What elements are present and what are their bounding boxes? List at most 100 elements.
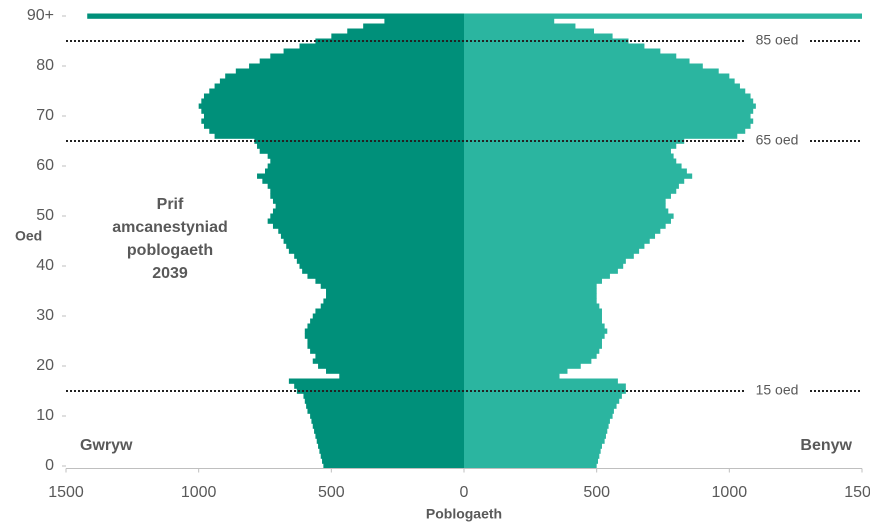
bar [267, 218, 464, 224]
bar [278, 228, 464, 234]
bar [464, 228, 661, 234]
bar [307, 343, 464, 349]
bar [272, 208, 464, 214]
bar [275, 203, 464, 209]
bar [464, 283, 597, 289]
bar [288, 248, 464, 254]
bar [214, 83, 464, 89]
bar [270, 158, 464, 164]
bar [464, 83, 740, 89]
bar [464, 193, 671, 199]
bar [259, 148, 464, 154]
bar [464, 53, 677, 59]
bar [464, 378, 618, 384]
bar [464, 258, 626, 264]
bar [464, 178, 685, 184]
bar [464, 103, 756, 109]
x-tick-label: 0 [460, 484, 469, 501]
bar [299, 43, 464, 49]
bar [464, 343, 602, 349]
bar [267, 153, 464, 159]
bar [203, 123, 464, 129]
bar [209, 88, 464, 94]
bar [315, 278, 464, 284]
bar [464, 58, 690, 64]
bar [464, 23, 576, 29]
bar [201, 118, 464, 124]
bar [219, 78, 464, 84]
bar [270, 188, 464, 194]
bar [464, 428, 608, 434]
bar [464, 188, 677, 194]
bar [320, 283, 464, 289]
bar [464, 133, 738, 139]
bar [464, 403, 617, 409]
reference-label: 65 oed [756, 132, 799, 148]
bar [201, 108, 464, 114]
bar [464, 13, 862, 19]
bar [312, 358, 464, 364]
bar [283, 48, 464, 54]
bar [320, 303, 464, 309]
bar [464, 458, 598, 464]
bar [464, 163, 682, 169]
bar [464, 408, 614, 414]
y-tick-label: 20 [36, 357, 54, 374]
bar [286, 243, 464, 249]
bar [464, 33, 613, 39]
bar [464, 113, 751, 119]
bar [203, 113, 464, 119]
bar [203, 93, 464, 99]
bar [257, 173, 464, 179]
bar [464, 208, 669, 214]
bar [464, 448, 601, 454]
y-tick-label: 60 [36, 157, 54, 174]
bar [464, 388, 626, 394]
bar [320, 453, 464, 459]
bar [464, 213, 674, 219]
bar [270, 213, 464, 219]
bar [464, 383, 626, 389]
bar [312, 313, 464, 319]
bar [310, 318, 464, 324]
bar [464, 268, 618, 274]
bar [464, 328, 608, 334]
bar [262, 178, 464, 184]
bar [326, 368, 464, 374]
bar [464, 173, 693, 179]
x-tick-label: 500 [583, 484, 610, 501]
bar [464, 153, 674, 159]
bar [464, 358, 592, 364]
bar [319, 448, 464, 454]
bar [294, 383, 464, 389]
bar [214, 133, 464, 139]
bar [464, 48, 661, 54]
y-tick-label: 40 [36, 257, 54, 274]
bar [307, 273, 464, 279]
bar [339, 373, 464, 379]
y-tick-label: 30 [36, 307, 54, 324]
bar [315, 433, 464, 439]
bar [267, 183, 464, 189]
bar [464, 413, 613, 419]
y-tick-label: 80 [36, 57, 54, 74]
bar [464, 293, 597, 299]
bar [318, 363, 464, 369]
bar [464, 348, 600, 354]
bar [464, 438, 605, 444]
bar [464, 223, 666, 229]
bar [303, 393, 464, 399]
bar [464, 313, 602, 319]
bar [464, 168, 687, 174]
bar [280, 233, 464, 239]
bar [326, 293, 464, 299]
bar [235, 68, 464, 74]
bar [87, 13, 464, 19]
x-tick-label: 1000 [712, 484, 748, 501]
bar [306, 403, 464, 409]
bar [464, 363, 581, 369]
bar [307, 338, 464, 344]
legend-label: Gwryw [80, 437, 133, 454]
bar [464, 43, 645, 49]
bar [272, 223, 464, 229]
